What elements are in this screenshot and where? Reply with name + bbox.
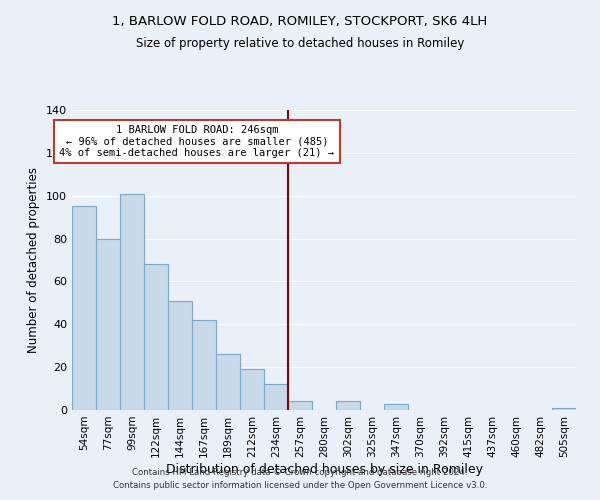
Bar — [120, 194, 144, 410]
Text: Contains public sector information licensed under the Open Government Licence v3: Contains public sector information licen… — [113, 482, 487, 490]
Bar — [240, 370, 264, 410]
X-axis label: Distribution of detached houses by size in Romiley: Distribution of detached houses by size … — [166, 462, 482, 475]
Text: Size of property relative to detached houses in Romiley: Size of property relative to detached ho… — [136, 38, 464, 51]
Y-axis label: Number of detached properties: Number of detached properties — [28, 167, 40, 353]
Bar — [552, 408, 576, 410]
Bar — [216, 354, 240, 410]
Bar — [288, 402, 312, 410]
Bar — [72, 206, 96, 410]
Text: Contains HM Land Registry data © Crown copyright and database right 2024.: Contains HM Land Registry data © Crown c… — [132, 468, 468, 477]
Bar — [192, 320, 216, 410]
Bar — [96, 238, 120, 410]
Bar — [144, 264, 168, 410]
Bar — [168, 300, 192, 410]
Text: 1 BARLOW FOLD ROAD: 246sqm
← 96% of detached houses are smaller (485)
4% of semi: 1 BARLOW FOLD ROAD: 246sqm ← 96% of deta… — [59, 125, 334, 158]
Bar — [384, 404, 408, 410]
Text: 1, BARLOW FOLD ROAD, ROMILEY, STOCKPORT, SK6 4LH: 1, BARLOW FOLD ROAD, ROMILEY, STOCKPORT,… — [112, 15, 488, 28]
Bar — [264, 384, 288, 410]
Bar — [336, 402, 360, 410]
